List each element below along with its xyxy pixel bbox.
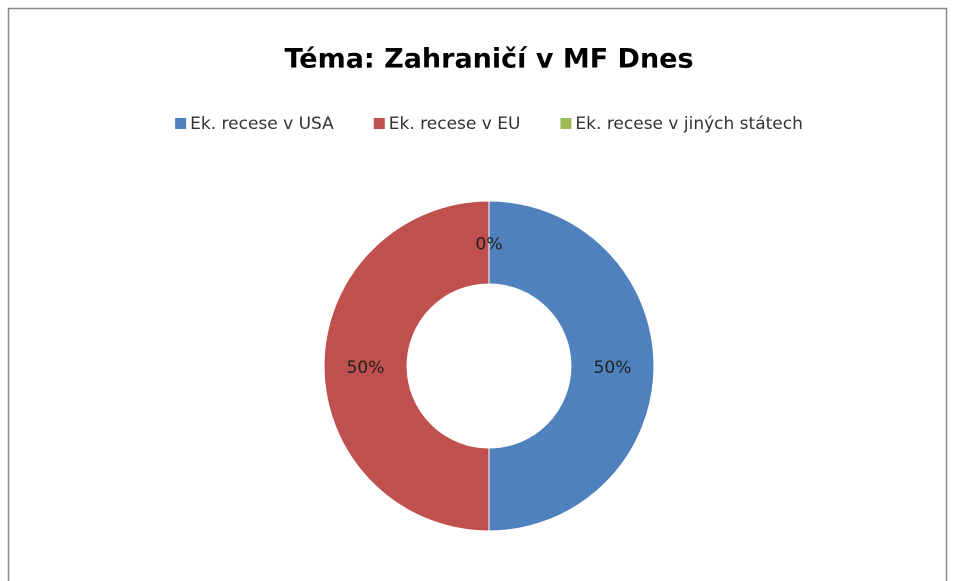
donut-slice: [488, 200, 655, 532]
chart-title: Téma: Zahraničí v MF Dnes: [284, 44, 693, 75]
legend-label: Ek. recese v EU: [389, 114, 521, 134]
legend-label: Ek. recese v USA: [190, 114, 334, 134]
legend-swatch: [373, 118, 385, 129]
legend-swatch: [175, 118, 187, 129]
data-label: 50%: [594, 358, 632, 378]
legend-label: Ek. recese v jiných státech: [575, 114, 802, 134]
donut-slice: [323, 200, 490, 532]
data-label: 50%: [347, 358, 385, 378]
legend-swatch: [560, 118, 572, 129]
data-label: 0%: [476, 235, 503, 255]
